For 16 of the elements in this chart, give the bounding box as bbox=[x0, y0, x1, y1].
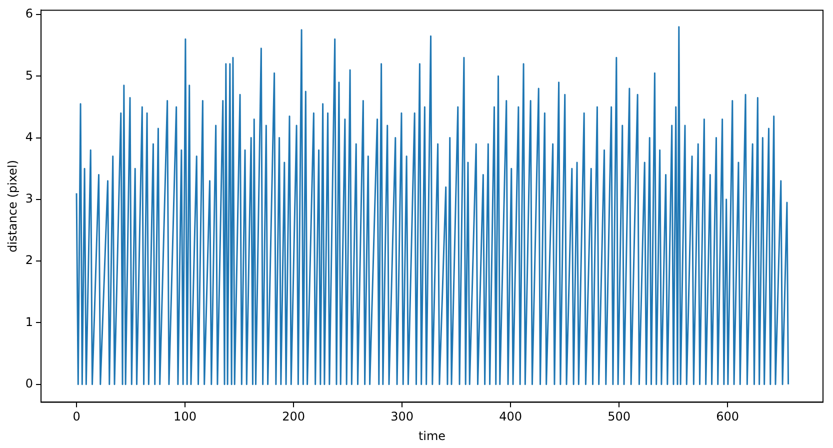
x-tick-label: 500 bbox=[608, 410, 630, 424]
x-tick-label: 0 bbox=[72, 410, 80, 424]
y-tick-label: 1 bbox=[25, 314, 34, 329]
x-tick-label: 100 bbox=[174, 410, 196, 424]
y-tick-label: 3 bbox=[25, 192, 34, 206]
y-tick-label: 6 bbox=[25, 6, 34, 21]
y-tick-label: 5 bbox=[25, 68, 34, 82]
x-tick-label: 200 bbox=[282, 410, 305, 424]
y-tick-label: 4 bbox=[25, 130, 34, 144]
x-axis-title: time bbox=[418, 428, 446, 443]
y-axis-title: distance (pixel) bbox=[5, 160, 20, 252]
y-tick-label: 2 bbox=[25, 253, 34, 268]
x-tick-label: 400 bbox=[499, 410, 522, 424]
x-tick-label: 600 bbox=[716, 410, 739, 424]
x-tick-label: 300 bbox=[390, 410, 414, 424]
y-tick-label: 0 bbox=[25, 376, 34, 390]
